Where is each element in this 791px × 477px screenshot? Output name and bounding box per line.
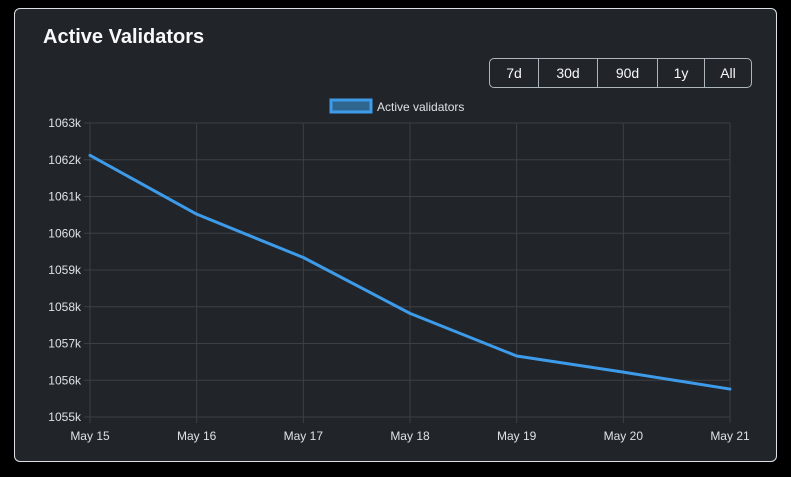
y-tick-label: 1058k xyxy=(48,300,82,314)
grid-layer xyxy=(84,122,731,423)
y-tick-label: 1061k xyxy=(48,190,82,204)
series-line xyxy=(88,153,732,391)
range-button-all[interactable]: All xyxy=(704,59,751,87)
range-button-30d[interactable]: 30d xyxy=(538,59,597,87)
legend[interactable]: Active validators xyxy=(329,98,464,114)
legend-swatch[interactable] xyxy=(329,98,373,114)
axis-layer: 1055k 1056k 1057k 1058k 1059k 1060k 1061k 1062k… xyxy=(48,116,750,443)
x-tick-label: May 20 xyxy=(604,429,644,443)
card-title: Active Validators xyxy=(43,26,205,48)
range-button-90d[interactable]: 90d xyxy=(597,59,657,87)
x-tick-label: May 21 xyxy=(710,429,750,443)
range-button-1y[interactable]: 1y xyxy=(657,59,704,87)
y-tick-label: 1056k xyxy=(48,373,82,387)
y-tick-label: 1063k xyxy=(48,116,82,130)
x-tick-label: May 19 xyxy=(497,429,537,443)
range-button-7d[interactable]: 7d xyxy=(506,65,522,81)
time-range-selector: 7d 30d 90d 1y All xyxy=(489,58,752,88)
x-tick-label: May 16 xyxy=(177,429,217,443)
y-tick-label: 1057k xyxy=(48,337,82,351)
series-layer xyxy=(88,153,732,391)
y-tick-label: 1060k xyxy=(48,226,82,240)
x-tick-label: May 15 xyxy=(70,429,110,443)
legend-label[interactable]: Active validators xyxy=(377,100,464,114)
x-tick-label: May 18 xyxy=(390,429,430,443)
chart-card: Active Validators 7d 30d 90d 1y All xyxy=(14,8,777,462)
y-tick-label: 1062k xyxy=(48,153,82,167)
y-tick-label: 1059k xyxy=(48,263,82,277)
y-tick-label: 1055k xyxy=(48,410,82,424)
x-tick-label: May 17 xyxy=(284,429,324,443)
